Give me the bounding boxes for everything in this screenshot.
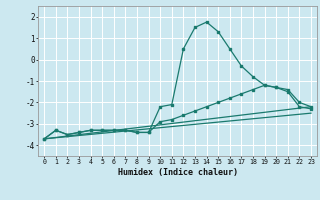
X-axis label: Humidex (Indice chaleur): Humidex (Indice chaleur) <box>118 168 238 177</box>
